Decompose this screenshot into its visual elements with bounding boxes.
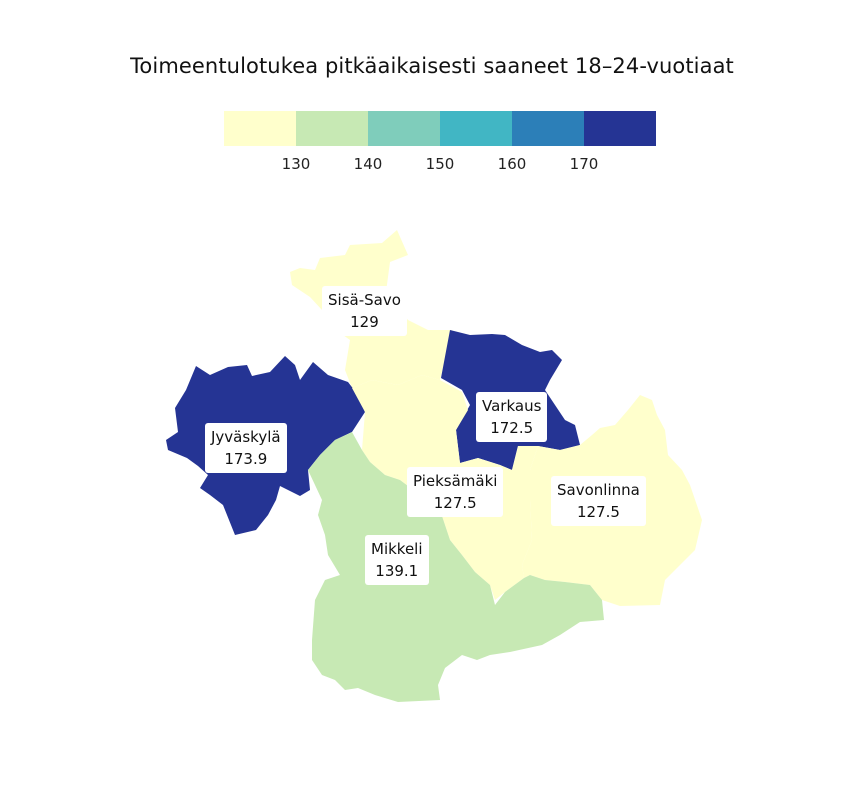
legend-tick: 140 <box>353 155 383 173</box>
region-name: Varkaus <box>482 397 542 415</box>
region-value: 127.5 <box>433 494 477 512</box>
region-value: 173.9 <box>224 450 268 468</box>
region-value: 172.5 <box>490 419 534 437</box>
region-value: 129 <box>350 313 379 331</box>
legend-tick: 160 <box>497 155 527 173</box>
region-label: Pieksämäki 127.5 <box>407 467 504 517</box>
color-legend: 130 140 150 160 170 <box>224 111 656 181</box>
region-name: Savonlinna <box>557 481 640 499</box>
region-name: Pieksämäki <box>413 472 498 490</box>
region-label: Mikkeli 139.1 <box>365 535 429 585</box>
legend-ticks: 130 140 150 160 170 <box>224 155 656 177</box>
legend-swatch <box>224 111 296 146</box>
map-title: Toimeentulotukea pitkäaikaisesti saaneet… <box>130 54 734 78</box>
region-label: Varkaus 172.5 <box>476 392 548 442</box>
legend-tick: 130 <box>281 155 311 173</box>
legend-color-bar <box>224 111 656 146</box>
region-mikkeli[interactable] <box>308 432 604 702</box>
region-name: Mikkeli <box>371 540 423 558</box>
region-value: 139.1 <box>375 562 419 580</box>
legend-swatch <box>440 111 512 146</box>
region-name: Jyväskylä <box>211 428 281 446</box>
legend-swatch <box>512 111 584 146</box>
region-name: Sisä-Savo <box>328 291 401 309</box>
legend-swatch <box>296 111 368 146</box>
legend-tick: 150 <box>425 155 455 173</box>
legend-tick: 170 <box>569 155 599 173</box>
region-label: Sisä-Savo 129 <box>322 286 407 336</box>
region-value: 127.5 <box>576 503 620 521</box>
region-label: Jyväskylä 173.9 <box>205 423 287 473</box>
legend-swatch <box>584 111 656 146</box>
region-label: Savonlinna 127.5 <box>551 476 646 526</box>
legend-swatch <box>368 111 440 146</box>
